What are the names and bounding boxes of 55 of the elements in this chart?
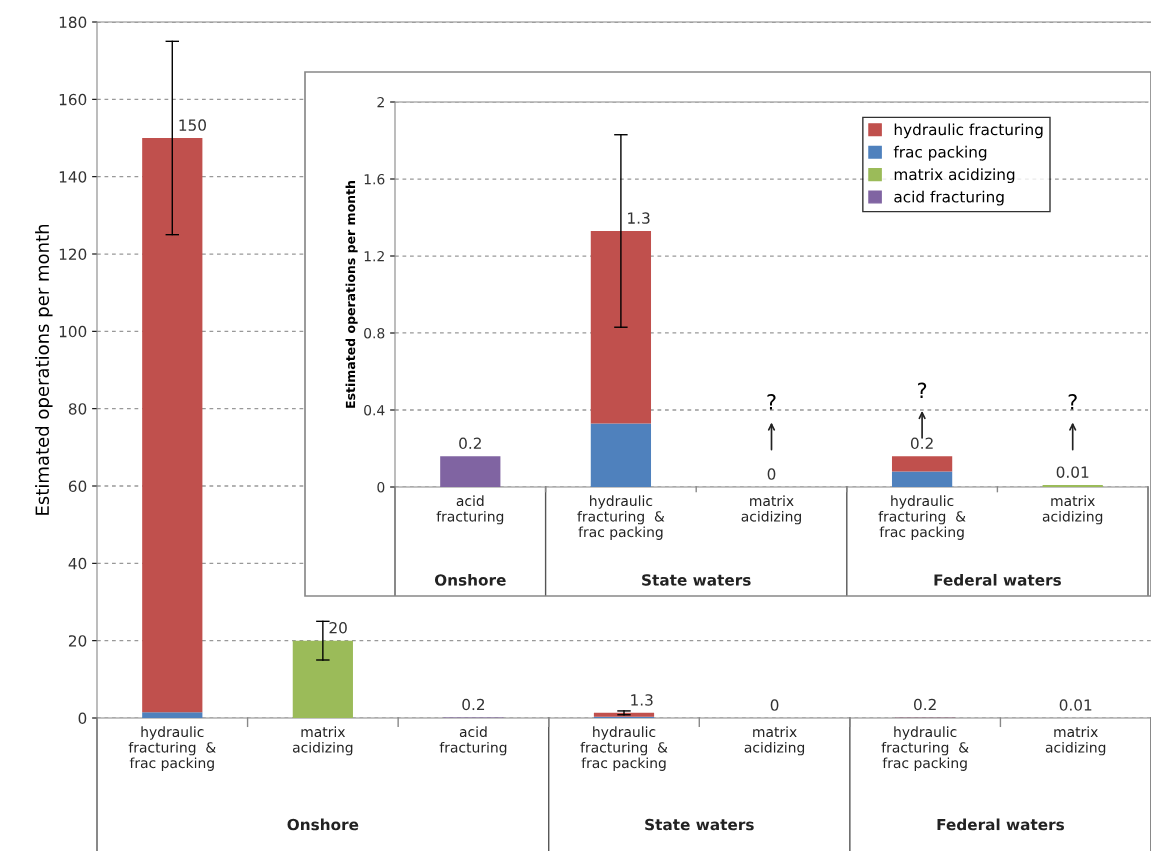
y-tick-label: 1.2 xyxy=(364,250,384,262)
y-tick-label: 2 xyxy=(377,96,384,108)
annotation: ? xyxy=(1068,394,1077,410)
y-tick-label: 180 xyxy=(59,16,87,29)
y-tick-label: 120 xyxy=(59,248,87,261)
annotation: Federal waters xyxy=(934,573,1061,586)
y-tick-label: 140 xyxy=(59,171,87,183)
y-tick-label: 0 xyxy=(78,712,87,725)
x-tick-label: matrix acidizing xyxy=(741,495,801,525)
total-label: 0.01 xyxy=(1056,466,1089,478)
y-tick-label: 60 xyxy=(68,480,87,493)
x-tick-label: hydraulic fracturing & frac packing xyxy=(881,726,969,771)
y-tick-label: 0.8 xyxy=(364,327,385,339)
annotation: ? xyxy=(918,382,927,398)
total-label: 0 xyxy=(767,468,776,480)
y-tick-label: 1.6 xyxy=(364,173,385,185)
total-label: 0.2 xyxy=(459,437,481,450)
y-tick-label: 20 xyxy=(68,635,87,647)
legend-label: hydraulic fracturing xyxy=(894,123,1043,139)
annotation: ? xyxy=(767,394,776,410)
y-axis-title: Estimated operations per month xyxy=(35,224,53,515)
legend-label: matrix acidizing xyxy=(894,168,1015,184)
y-tick-label: 0 xyxy=(377,481,385,493)
y-tick-label: 0.4 xyxy=(364,404,385,416)
total-label: 0.2 xyxy=(462,698,485,711)
x-tick-label: matrix acidizing xyxy=(1042,495,1103,525)
annotation: State waters xyxy=(642,574,751,586)
x-tick-label: acid fracturing xyxy=(436,495,504,525)
text: State waters xyxy=(645,818,754,831)
legend-label: acid fracturing xyxy=(894,190,1004,206)
x-tick-label: acid fracturing xyxy=(439,726,507,756)
x-tick-label: matrix acidizing xyxy=(292,726,353,756)
x-tick-label: hydraulic fracturing & frac packing xyxy=(577,495,665,540)
annotation: Onshore xyxy=(434,573,506,586)
y-tick-label: 100 xyxy=(59,325,87,338)
text: Federal waters xyxy=(937,818,1064,831)
text: Onshore xyxy=(287,818,359,831)
total-label: 0.2 xyxy=(914,698,936,711)
legend-label: frac packing xyxy=(893,145,987,161)
y-tick-label: 40 xyxy=(68,557,87,570)
x-tick-label: matrix acidizing xyxy=(744,726,805,756)
total-label: 1.3 xyxy=(631,694,653,706)
total-label: 0.01 xyxy=(1059,699,1092,711)
y-tick-label: 80 xyxy=(68,403,87,415)
y-tick-label: 160 xyxy=(59,93,87,106)
x-tick-label: hydraulic fracturing & frac packing xyxy=(878,495,966,540)
x-tick-label: hydraulic fracturing & frac packing xyxy=(580,726,668,771)
x-tick-label: hydraulic fracturing & frac packing xyxy=(128,726,216,771)
total-label: 1.3 xyxy=(628,212,650,224)
total-label: 20 xyxy=(329,621,347,634)
x-tick-label: matrix acidizing xyxy=(1045,726,1106,756)
y-axis-title: Estimated operations per month xyxy=(345,181,358,408)
total-label: 150 xyxy=(179,119,206,131)
total-label: 0 xyxy=(770,699,779,711)
total-label: 0.2 xyxy=(910,437,933,450)
